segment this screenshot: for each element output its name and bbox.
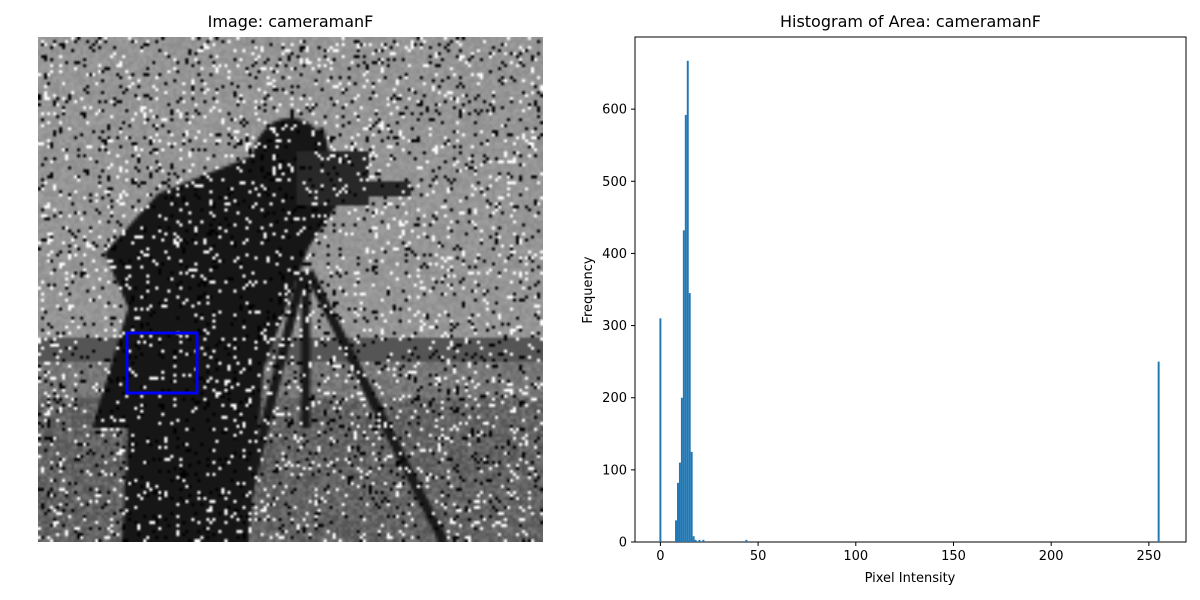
- y-tick-label: 500: [602, 175, 627, 190]
- histogram-bars: [659, 60, 1160, 543]
- histogram-bar: [690, 451, 693, 542]
- y-axis-ticks: 0 100 200 300 400 500 600: [602, 103, 635, 551]
- histogram-bar: [694, 539, 697, 542]
- histogram-bar: [686, 60, 689, 543]
- histogram-bar: [688, 293, 691, 542]
- histogram-bar: [675, 520, 678, 542]
- x-tick-label: 100: [843, 549, 868, 564]
- image-title: Image: cameramanF: [207, 12, 374, 31]
- x-tick-label: 0: [656, 549, 664, 564]
- histogram-bar: [678, 462, 681, 542]
- x-tick-label: 50: [750, 549, 767, 564]
- histogram-title: Histogram of Area: cameramanF: [779, 12, 1042, 31]
- histogram-bar: [698, 539, 701, 542]
- y-tick-label: 0: [619, 536, 627, 551]
- y-tick-label: 400: [602, 247, 627, 262]
- selection-rectangle: [125, 331, 199, 395]
- x-tick-label: 200: [1039, 549, 1064, 564]
- x-tick-label: 150: [941, 549, 966, 564]
- histogram-bar: [692, 536, 695, 542]
- plot-frame: [634, 36, 1187, 543]
- histogram-bar: [682, 230, 685, 543]
- histogram-bar: [680, 397, 683, 542]
- histogram-bar: [659, 318, 662, 542]
- x-axis-label: Pixel Intensity: [865, 571, 956, 586]
- y-axis-label: Frequency: [581, 256, 596, 323]
- y-tick-label: 200: [602, 391, 627, 406]
- cameraman-image: [38, 37, 543, 542]
- histogram-bar: [684, 114, 687, 543]
- histogram-bar: [677, 482, 679, 542]
- histogram-bar: [702, 539, 705, 542]
- x-tick-label: 250: [1136, 549, 1161, 564]
- x-axis-ticks: 0 50 100 150 200 250: [656, 542, 1161, 564]
- histogram-bar: [1157, 361, 1160, 542]
- histogram-bar: [745, 539, 748, 542]
- y-tick-label: 600: [602, 103, 627, 118]
- y-tick-label: 100: [602, 463, 627, 478]
- y-tick-label: 300: [602, 319, 627, 334]
